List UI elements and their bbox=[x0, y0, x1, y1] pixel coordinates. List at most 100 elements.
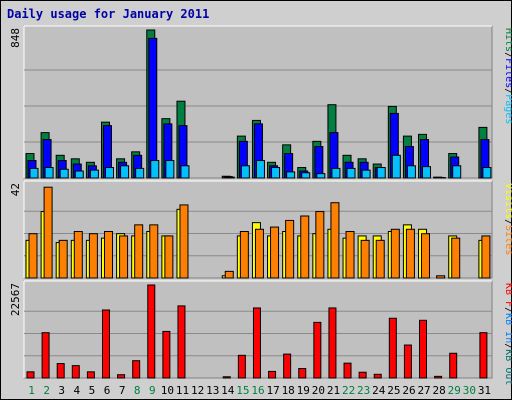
legend-seg-bottom-2: KB In bbox=[503, 313, 512, 343]
bar-sites-day-29 bbox=[451, 237, 461, 279]
bar-sites-day-2 bbox=[43, 186, 53, 279]
chart-title: Daily usage for January 2011 bbox=[7, 7, 210, 21]
bar-kbf-day-9 bbox=[147, 284, 156, 379]
bar-kbf-day-15 bbox=[237, 354, 246, 379]
legend-seg-bottom-1: / bbox=[503, 307, 512, 313]
bar-pages-day-1 bbox=[29, 167, 39, 179]
bar-kbf-day-23 bbox=[358, 371, 367, 379]
bar-pages-day-25 bbox=[391, 154, 401, 179]
x-label-day-12: 12 bbox=[191, 384, 204, 397]
bar-kbf-day-22 bbox=[343, 362, 352, 379]
bar-sites-day-24 bbox=[375, 239, 385, 279]
x-label-day-4: 4 bbox=[74, 384, 81, 397]
bar-pages-day-21 bbox=[331, 167, 341, 179]
bar-kbf-day-4 bbox=[71, 365, 80, 379]
bar-sites-day-27 bbox=[421, 233, 431, 279]
legend-middle: Visits/Sites bbox=[503, 183, 512, 255]
x-label-day-31: 31 bbox=[478, 384, 491, 397]
bar-pages-day-20 bbox=[316, 173, 326, 179]
y-max-label-bottom: 22567 bbox=[9, 283, 22, 316]
bar-sites-day-6 bbox=[103, 231, 113, 279]
bar-sites-day-10 bbox=[164, 235, 174, 279]
x-label-day-27: 27 bbox=[417, 384, 430, 397]
bar-kbf-day-19 bbox=[298, 368, 307, 379]
bar-kbf-day-29 bbox=[449, 352, 458, 379]
bar-sites-day-23 bbox=[360, 239, 370, 279]
x-label-day-8: 8 bbox=[134, 384, 141, 397]
legend-seg-top-0: Hits bbox=[503, 28, 512, 52]
bar-kbf-day-26 bbox=[403, 344, 412, 379]
bar-sites-day-31 bbox=[481, 235, 491, 279]
bar-sites-day-7 bbox=[119, 235, 129, 279]
y-max-label-top: 848 bbox=[9, 28, 22, 48]
bar-pages-day-8 bbox=[135, 167, 145, 179]
bar-pages-day-16 bbox=[255, 160, 265, 179]
x-label-day-14: 14 bbox=[221, 384, 235, 397]
bar-pages-day-5 bbox=[89, 169, 99, 179]
x-label-day-26: 26 bbox=[402, 384, 415, 397]
bar-sites-day-16 bbox=[254, 228, 264, 279]
bar-pages-day-9 bbox=[150, 160, 160, 179]
bar-pages-day-3 bbox=[59, 168, 69, 179]
x-label-day-17: 17 bbox=[266, 384, 279, 397]
bar-sites-day-15 bbox=[239, 231, 249, 279]
bar-sites-day-1 bbox=[28, 233, 38, 279]
bar-sites-day-8 bbox=[134, 224, 144, 279]
x-label-day-25: 25 bbox=[387, 384, 400, 397]
x-label-day-2: 2 bbox=[43, 384, 50, 397]
x-label-day-3: 3 bbox=[58, 384, 65, 397]
legend-seg-middle-1: / bbox=[503, 219, 512, 225]
legend-seg-top-3: / bbox=[503, 88, 512, 94]
bar-kbf-day-24 bbox=[373, 373, 382, 379]
bar-pages-day-19 bbox=[301, 172, 311, 179]
bar-sites-day-9 bbox=[149, 224, 159, 279]
bar-pages-day-29 bbox=[452, 165, 462, 179]
legend-seg-top-2: Files bbox=[503, 58, 512, 88]
legend-seg-bottom-3: / bbox=[503, 343, 512, 349]
x-label-day-20: 20 bbox=[312, 384, 325, 397]
bar-sites-day-25 bbox=[390, 228, 400, 279]
bar-kbf-day-28 bbox=[434, 375, 443, 379]
legend-seg-top-1: / bbox=[503, 52, 512, 58]
bar-sites-day-3 bbox=[58, 239, 68, 279]
x-label-day-5: 5 bbox=[89, 384, 96, 397]
bar-kbf-day-1 bbox=[26, 371, 35, 379]
bar-pages-day-27 bbox=[422, 166, 432, 179]
x-label-day-23: 23 bbox=[357, 384, 370, 397]
x-label-day-28: 28 bbox=[433, 384, 446, 397]
bar-pages-day-31 bbox=[482, 167, 492, 179]
bar-sites-day-21 bbox=[330, 202, 340, 279]
legend-seg-middle-0: Visits bbox=[503, 183, 512, 219]
bar-kbf-day-8 bbox=[132, 360, 141, 379]
legend-top: Hits/Files/Pages bbox=[503, 28, 512, 124]
x-label-day-22: 22 bbox=[342, 384, 355, 397]
x-label-day-1: 1 bbox=[28, 384, 35, 397]
x-label-day-29: 29 bbox=[448, 384, 461, 397]
x-label-day-24: 24 bbox=[372, 384, 386, 397]
x-label-day-13: 13 bbox=[206, 384, 219, 397]
bar-kbf-day-6 bbox=[101, 309, 110, 379]
x-label-day-10: 10 bbox=[161, 384, 174, 397]
bar-sites-day-11 bbox=[179, 204, 189, 279]
bar-sites-day-19 bbox=[300, 215, 310, 279]
bar-pages-day-2 bbox=[44, 167, 54, 179]
bar-sites-day-14 bbox=[224, 270, 234, 279]
legend-seg-middle-2: Sites bbox=[503, 225, 512, 255]
bar-pages-day-22 bbox=[346, 167, 356, 179]
bar-kbf-day-31 bbox=[479, 332, 488, 379]
bar-sites-day-26 bbox=[405, 228, 415, 279]
bar-pages-day-6 bbox=[104, 167, 114, 179]
legend-seg-bottom-0: KB F bbox=[503, 283, 512, 307]
bar-kbf-day-20 bbox=[313, 321, 322, 379]
bar-kbf-day-7 bbox=[117, 374, 126, 379]
bar-kbf-day-14 bbox=[222, 376, 231, 379]
bar-sites-day-17 bbox=[270, 226, 280, 279]
x-label-day-9: 9 bbox=[149, 384, 156, 397]
x-label-day-16: 16 bbox=[251, 384, 264, 397]
bar-pages-day-10 bbox=[165, 160, 175, 179]
x-label-day-7: 7 bbox=[119, 384, 126, 397]
bar-pages-day-18 bbox=[286, 171, 296, 179]
bar-pages-day-4 bbox=[74, 170, 84, 179]
x-label-day-15: 15 bbox=[236, 384, 249, 397]
